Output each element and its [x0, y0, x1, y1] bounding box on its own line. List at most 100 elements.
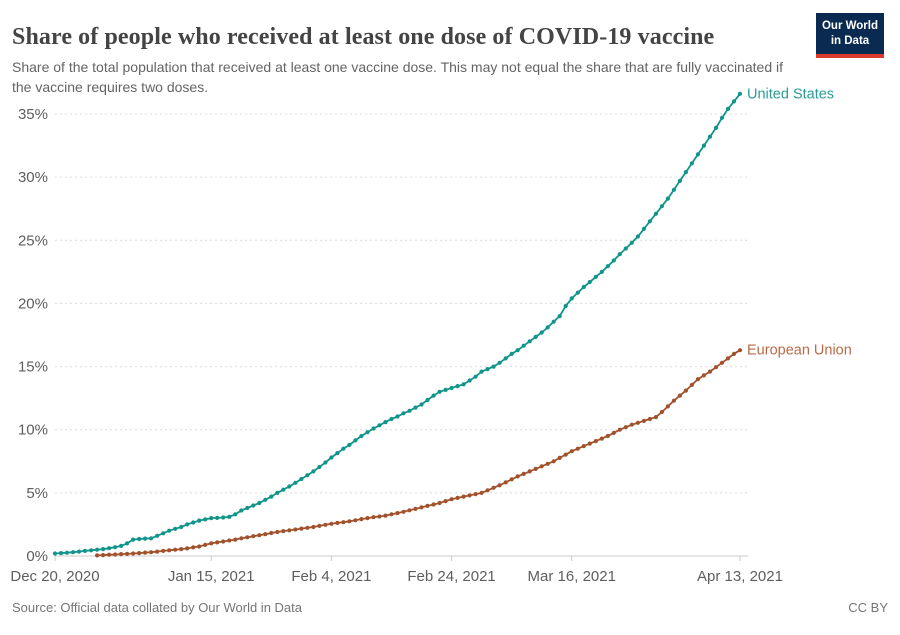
series-marker [203, 517, 208, 522]
series-marker [617, 252, 622, 257]
gridlines: 0% 5% 10% 15% 20% 25% 30% 35% [18, 106, 748, 565]
series-marker [149, 536, 154, 541]
series-marker [107, 546, 112, 551]
series-marker [113, 552, 118, 557]
series-marker [275, 490, 280, 495]
series-marker [635, 234, 641, 239]
page-title: Share of people who received at least on… [12, 24, 715, 51]
series-marker [653, 211, 659, 216]
series-marker [353, 438, 358, 443]
series-marker [64, 550, 70, 555]
series-marker [215, 515, 220, 520]
series-marker [479, 369, 484, 374]
series-marker [233, 537, 238, 542]
series-marker [731, 99, 737, 104]
series-marker [707, 369, 713, 374]
series-marker [131, 551, 136, 556]
series-marker [155, 533, 160, 538]
series-marker [497, 360, 502, 365]
series-marker [605, 264, 610, 269]
series-marker [137, 551, 142, 556]
chart-svg: 0% 5% 10% 15% 20% 25% 30% 35% Dec 20, 2020 Jan 15… [10, 86, 851, 585]
series-marker [191, 545, 196, 550]
series-marker [335, 451, 340, 456]
x-tick-label: Feb 24, 2021 [407, 568, 495, 585]
y-tick-label: 20% [18, 295, 48, 312]
series-marker [82, 548, 88, 553]
series-marker [197, 518, 202, 523]
series-marker [431, 393, 436, 398]
owid-logo-line1: Our World [821, 20, 878, 32]
series-marker [143, 536, 148, 541]
series-marker [119, 552, 124, 557]
series-marker [389, 416, 394, 422]
series-marker [599, 436, 604, 441]
series-marker [395, 511, 400, 516]
series-marker [215, 540, 220, 545]
series-marker [533, 334, 538, 339]
series-marker [281, 487, 286, 492]
series-marker [335, 520, 340, 525]
series-marker [263, 532, 268, 537]
series-marker [119, 543, 124, 548]
owid-logo: Our World in Data [816, 13, 884, 58]
series-marker [269, 494, 274, 499]
series-marker [689, 382, 695, 387]
series-marker [455, 495, 460, 500]
series-marker [227, 538, 232, 543]
series-marker [70, 550, 76, 555]
series-marker [485, 367, 490, 372]
series-marker [371, 426, 376, 431]
series-marker [635, 420, 641, 425]
series-marker [515, 348, 520, 353]
series-marker [605, 433, 610, 439]
series-marker [587, 279, 592, 285]
series-marker [347, 442, 352, 447]
series-marker [287, 484, 292, 489]
series-marker [221, 539, 226, 544]
series-marker [461, 494, 466, 499]
owid-logo-line2: in Data [830, 34, 870, 47]
series-marker [725, 356, 731, 361]
series-marker [731, 351, 737, 356]
series-marker [527, 339, 532, 344]
series-marker [581, 444, 586, 449]
series-marker [569, 449, 574, 454]
series-marker [263, 497, 268, 502]
series-marker [293, 527, 298, 532]
series-marker [353, 518, 358, 523]
series-marker [359, 433, 364, 439]
series-marker [203, 542, 208, 547]
series-marker [95, 553, 100, 558]
series-marker [341, 446, 346, 451]
series-marker [611, 430, 616, 435]
series-marker [491, 485, 496, 490]
series-marker [647, 416, 653, 422]
y-tick-label: 25% [18, 232, 48, 249]
series-marker [593, 439, 598, 444]
series-marker [299, 526, 304, 531]
series-marker [89, 548, 94, 553]
series-marker [719, 360, 725, 365]
series-marker [76, 549, 82, 554]
series-marker [479, 490, 484, 495]
series-marker [239, 508, 244, 513]
series-marker [449, 385, 454, 391]
series-marker [101, 547, 106, 552]
series-marker [509, 351, 514, 356]
series-marker [113, 545, 118, 550]
x-tick-label: Feb 4, 2021 [291, 568, 371, 585]
series-marker [52, 551, 58, 556]
series-marker [611, 258, 616, 263]
series-marker [257, 533, 262, 538]
series-marker [371, 515, 376, 520]
series-marker [341, 520, 346, 525]
series-marker [563, 303, 568, 309]
series-marker [545, 461, 550, 466]
series-marker [473, 492, 478, 497]
series-marker [701, 373, 707, 378]
series-marker [557, 455, 562, 460]
x-tick-label: Apr 13, 2021 [697, 568, 783, 585]
series-marker [167, 528, 172, 533]
series-marker [485, 488, 490, 493]
